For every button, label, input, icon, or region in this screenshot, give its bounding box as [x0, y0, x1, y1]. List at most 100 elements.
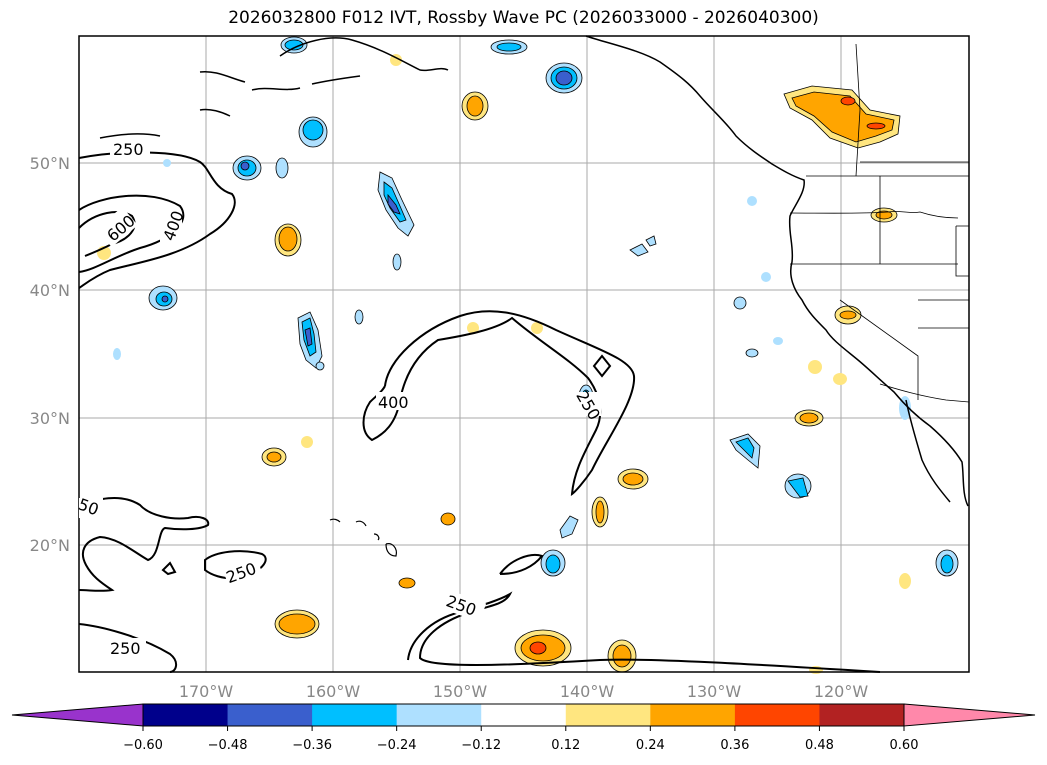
colorbar-segment [734, 704, 820, 726]
colorbar-ticks: −0.60 −0.48 −0.36 −0.24 −0.12 0.12 0.24 0.36 0.4… [123, 726, 918, 753]
lon-label: 120°W [814, 682, 869, 701]
blob-pos [440, 512, 456, 526]
blob-neg [545, 62, 583, 94]
west-coast [585, 35, 969, 507]
contour-250-south [78, 623, 177, 673]
lon-label: 150°W [433, 682, 488, 701]
blob-pos [607, 639, 637, 673]
island [373, 533, 380, 541]
colorbar-segment [143, 704, 229, 726]
contour-small-sw [161, 561, 177, 576]
blob-pos [783, 85, 901, 149]
contour-label: 250 [113, 140, 144, 159]
lon-label: 140°W [560, 682, 615, 701]
blob-pos [870, 207, 898, 223]
baja-inner [905, 399, 951, 503]
blob-pos [274, 609, 320, 639]
contour-labels: 250 600 400 400 250 250 250 250 50 [76, 140, 604, 658]
blob-neg [733, 296, 747, 310]
blob-neg [298, 116, 328, 148]
blob-pos [808, 360, 822, 374]
blob-pos [833, 373, 847, 385]
colorbar-tick-label: 0.36 [720, 738, 749, 753]
island-hawaii [385, 543, 397, 557]
blob-neg [275, 157, 289, 179]
colorbar-segment [565, 704, 651, 726]
blob-pos [531, 322, 543, 334]
colorbar-segment [481, 704, 567, 726]
blob-pos [899, 573, 911, 589]
lat-label: 50°N [30, 154, 70, 173]
colorbar: −0.60 −0.48 −0.36 −0.24 −0.12 0.12 0.24 0.36 0.4… [11, 703, 1036, 753]
blob-pos [617, 468, 649, 490]
blob-neg [629, 235, 657, 257]
blob-neg [729, 433, 761, 469]
island [329, 518, 341, 523]
blob-neg [148, 285, 178, 311]
blob-neg [540, 549, 566, 577]
negative-anomalies [113, 36, 959, 577]
blob-neg [559, 515, 579, 539]
blob-pos [261, 447, 287, 467]
island [355, 520, 367, 527]
blob-pos [398, 577, 416, 589]
blob-pos [461, 91, 489, 121]
lat-label: 30°N [30, 409, 70, 428]
blob-pos [794, 409, 824, 427]
contour-400-central [362, 310, 636, 496]
blob-pos [834, 305, 862, 325]
aleutian-mid [199, 108, 231, 117]
colorbar-extend-high [903, 703, 1036, 727]
colorbar-segment [396, 704, 482, 726]
blob-neg [761, 272, 771, 282]
colorbar-tick-label: −0.12 [461, 738, 501, 753]
colorbar-tick-label: 0.60 [890, 738, 919, 753]
blob-neg [490, 39, 528, 55]
aleutian-1 [199, 70, 246, 83]
blob-neg [747, 196, 757, 206]
longitude-labels: 170°W 160°W 150°W 140°W 130°W 120°W [179, 682, 869, 701]
lat-label: 20°N [30, 536, 70, 555]
colorbar-tick-label: −0.48 [208, 738, 248, 753]
blob-pos [467, 322, 479, 334]
blob-neg [232, 155, 262, 181]
contour-600-nw [78, 211, 136, 257]
colorbar-segment [650, 704, 736, 726]
colorbar-segment [227, 704, 313, 726]
blob-neg [113, 348, 121, 360]
alaska-peninsula [279, 37, 449, 72]
blob-neg [354, 309, 364, 325]
latitude-labels: 50°N 40°N 30°N 20°N [30, 154, 70, 555]
map-frame [78, 35, 970, 673]
lat-label: 40°N [30, 281, 70, 300]
contour-250-sw [78, 497, 210, 592]
lon-label: 130°W [687, 682, 742, 701]
colorbar-tick-label: 0.24 [636, 738, 665, 753]
aleutian-2 [251, 87, 301, 91]
contour-small-box [592, 354, 612, 378]
colorbar-tick-label: −0.36 [292, 738, 332, 753]
colorbar-extend-low [11, 703, 144, 727]
page-title: 2026032800 F012 IVT, Rossby Wave PC (202… [228, 8, 819, 28]
coastlines [99, 35, 969, 507]
colorbar-tick-label: −0.60 [123, 738, 163, 753]
blob-neg [745, 348, 759, 358]
blob-pos [514, 629, 572, 667]
colorbar-segment [312, 704, 398, 726]
blob-pos [274, 223, 302, 257]
blob-neg [377, 171, 415, 237]
colorbar-segment [819, 704, 905, 726]
lon-label: 160°W [306, 682, 361, 701]
state-borders [789, 43, 970, 403]
colorbar-tick-label: 0.48 [805, 738, 834, 753]
lon-label: 170°W [179, 682, 234, 701]
blob-neg [280, 36, 308, 54]
blob-neg [935, 549, 959, 577]
aleutian-3 [311, 75, 361, 85]
blob-pos [591, 496, 609, 528]
colorbar-segments [143, 704, 905, 726]
positive-anomalies [97, 54, 911, 674]
contour-250-small [499, 554, 544, 575]
colorbar-tick-label: 0.12 [551, 738, 580, 753]
